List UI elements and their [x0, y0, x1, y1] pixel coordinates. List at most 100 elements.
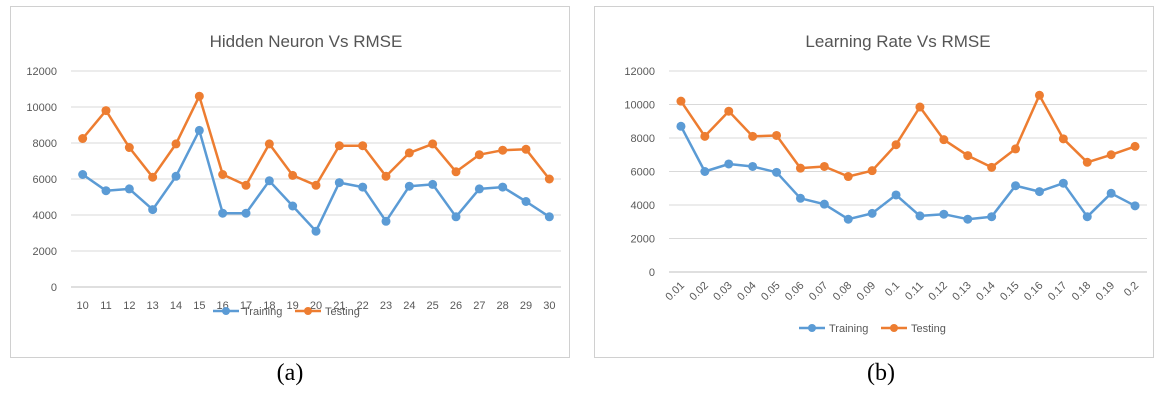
x-tick-label: 28 — [497, 300, 509, 312]
legend-marker-testing — [304, 307, 312, 315]
x-tick-label: 23 — [380, 300, 392, 312]
data-point-testing — [311, 180, 321, 190]
x-tick-label: 0.13 — [950, 280, 974, 304]
x-tick-label: 0.08 — [831, 280, 855, 304]
legend-marker-training — [808, 324, 816, 332]
y-tick-label: 0 — [649, 267, 655, 279]
legend-marker-training — [222, 307, 230, 315]
data-point-training — [428, 179, 438, 189]
data-point-testing — [867, 166, 877, 176]
data-point-training — [1034, 187, 1044, 197]
x-tick-label: 0.02 — [687, 280, 711, 304]
data-point-training — [404, 181, 414, 191]
data-point-testing — [334, 141, 344, 151]
data-point-training — [915, 211, 925, 221]
x-tick-label: 27 — [473, 300, 485, 312]
x-tick-label: 11 — [100, 300, 111, 312]
data-point-training — [194, 125, 204, 135]
x-tick-label: 25 — [427, 300, 439, 312]
data-point-testing — [1130, 141, 1140, 151]
chart-title: Hidden Neuron Vs RMSE — [210, 32, 403, 51]
x-tick-label: 0.09 — [855, 280, 879, 304]
data-point-training — [124, 184, 134, 194]
data-point-training — [1058, 178, 1068, 188]
legend-label-training: Training — [829, 323, 868, 335]
data-point-training — [819, 199, 829, 209]
data-point-training — [358, 182, 368, 192]
chart-hidden-neuron-vs-rmse: Hidden Neuron Vs RMSE 0 2000 4000 6000 8000 10… — [26, 32, 561, 318]
data-point-training — [334, 178, 344, 188]
chart-panel-hidden-neuron: Hidden Neuron Vs RMSE 0 2000 4000 6000 8000 10… — [10, 6, 570, 358]
figure-caption-b: (b) — [867, 360, 895, 386]
x-tick-label: 0.1 — [883, 280, 902, 299]
data-point-testing — [915, 102, 925, 112]
data-point-training — [311, 226, 321, 236]
x-tick-label: 0.07 — [807, 280, 831, 304]
x-tick-label: 14 — [170, 300, 182, 312]
data-point-testing — [795, 163, 805, 173]
data-point-testing — [358, 141, 368, 151]
data-point-testing — [544, 174, 554, 184]
data-point-training — [867, 208, 877, 218]
data-point-testing — [963, 151, 973, 161]
data-point-testing — [148, 172, 158, 182]
data-point-testing — [451, 167, 461, 177]
x-tick-label: 0.06 — [783, 280, 807, 304]
data-point-training — [101, 186, 111, 196]
x-tick-label: 22 — [357, 300, 369, 312]
data-point-training — [1082, 212, 1092, 222]
data-point-training — [795, 193, 805, 203]
data-point-training — [676, 121, 686, 131]
chart-learning-rate-vs-rmse: Learning Rate Vs RMSE 0 2000 4000 6000 8000 10… — [624, 32, 1147, 335]
legend-label-testing: Testing — [325, 306, 360, 318]
data-point-training — [78, 170, 88, 179]
y-tick-label: 6000 — [631, 167, 655, 179]
x-tick-label: 0.14 — [974, 280, 998, 304]
data-point-testing — [748, 131, 758, 141]
data-point-testing — [987, 162, 997, 172]
data-point-testing — [124, 143, 134, 152]
x-tick-label: 0.04 — [735, 280, 759, 304]
x-tick-label: 0.05 — [759, 280, 783, 304]
x-tick-label: 10 — [77, 300, 89, 312]
data-point-training — [748, 161, 758, 171]
y-tick-label: 10000 — [26, 102, 57, 114]
y-tick-label: 4000 — [631, 200, 655, 212]
data-point-training — [724, 159, 734, 169]
x-tick-label: 18 — [263, 300, 275, 312]
data-point-training — [544, 212, 554, 222]
data-point-testing — [264, 139, 274, 149]
x-tick-label: 15 — [193, 300, 205, 312]
data-point-testing — [1082, 157, 1092, 167]
data-point-training — [288, 201, 298, 211]
data-point-testing — [891, 140, 901, 150]
data-point-testing — [428, 139, 438, 149]
x-tick-label: 0.16 — [1022, 280, 1046, 304]
data-point-testing — [288, 170, 298, 180]
x-tick-label: 0.11 — [903, 280, 926, 303]
data-point-training — [218, 208, 228, 218]
data-point-testing — [474, 150, 484, 160]
data-point-testing — [78, 134, 88, 143]
legend-marker-testing — [890, 324, 898, 332]
x-tick-label: 20 — [310, 300, 322, 312]
data-point-testing — [772, 130, 782, 140]
data-point-testing — [194, 91, 204, 101]
data-point-training — [1106, 188, 1116, 198]
data-point-training — [700, 167, 710, 176]
x-tick-label: 0.19 — [1094, 280, 1118, 304]
data-point-testing — [498, 145, 508, 155]
data-point-training — [963, 214, 973, 224]
data-point-testing — [1106, 150, 1116, 160]
data-point-training — [891, 190, 901, 200]
data-point-testing — [843, 172, 853, 182]
legend-label-testing: Testing — [911, 323, 946, 335]
x-tick-label: 0.18 — [1070, 280, 1094, 304]
y-tick-label: 2000 — [631, 234, 655, 246]
data-point-training — [1130, 201, 1140, 211]
data-point-training — [1011, 181, 1021, 191]
x-tick-label: 21 — [333, 300, 345, 312]
data-point-testing — [1011, 144, 1021, 154]
y-tick-label: 4000 — [33, 210, 57, 222]
data-point-testing — [700, 131, 710, 141]
